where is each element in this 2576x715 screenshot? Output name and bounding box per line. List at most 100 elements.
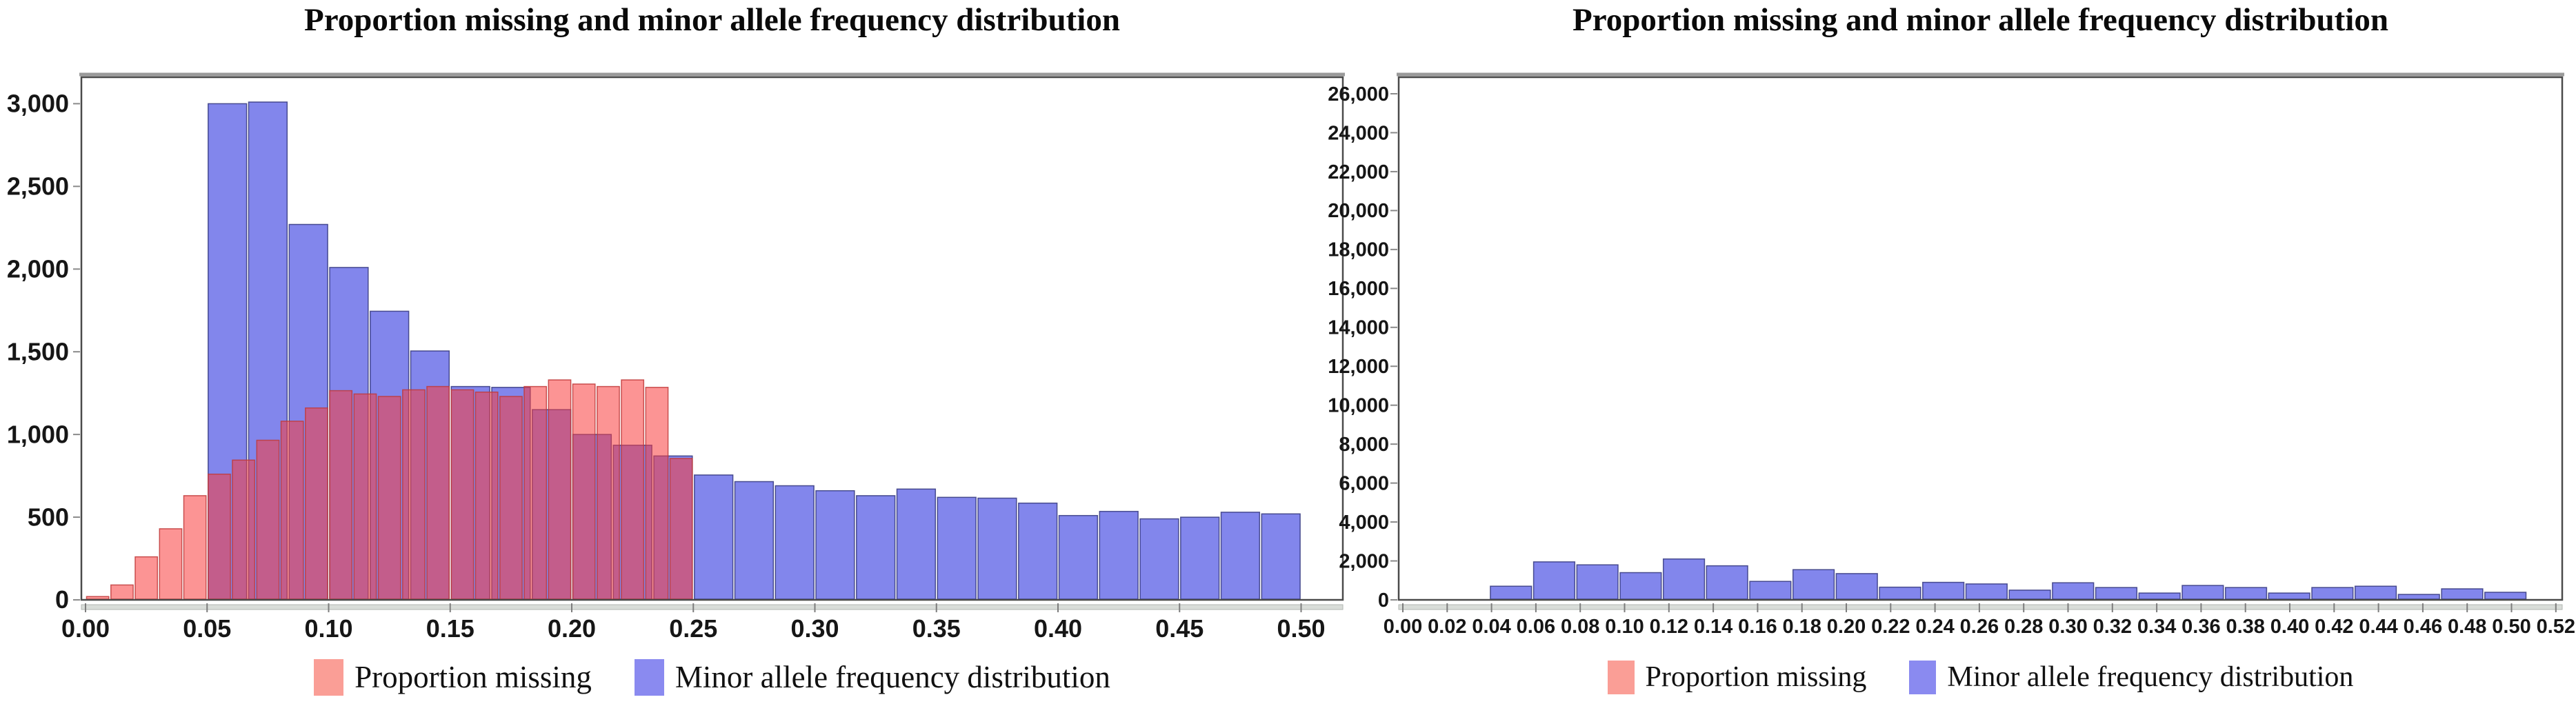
bar (621, 379, 645, 600)
bar-series-proportion-missing (86, 379, 693, 600)
bar (2268, 592, 2310, 600)
y-tick-label: 24,000 (1328, 122, 1389, 144)
y-tick-label: 10,000 (1328, 395, 1389, 417)
right-chart-legend: Proportion missing Minor allele frequenc… (1399, 649, 2562, 705)
bar (159, 528, 183, 600)
y-tick-label: 6,000 (1339, 472, 1389, 494)
x-tick-label: 0.50 (1277, 614, 1325, 643)
bar (1792, 569, 1835, 600)
bar (499, 396, 523, 600)
x-tick-label: 0.24 (1915, 616, 1954, 638)
y-tick-label: 0 (55, 585, 69, 614)
x-tick-label: 0.22 (1871, 616, 1910, 638)
blue-swatch-icon (634, 658, 664, 696)
bar (1706, 565, 1748, 600)
bar (1099, 510, 1139, 600)
x-tick-label: 0.30 (2048, 616, 2087, 638)
y-tick-label: 500 (28, 503, 69, 531)
x-tick-label: 0.15 (426, 614, 475, 643)
red-swatch-icon (314, 658, 344, 696)
bar-series-maf (1490, 558, 2527, 600)
y-tick-label: 16,000 (1328, 278, 1389, 300)
legend-item-maf-distribution: Minor allele frequency distribution (1909, 660, 2353, 694)
y-tick-label: 20,000 (1328, 200, 1389, 222)
bar (86, 596, 110, 600)
bar (2354, 585, 2397, 600)
bar (856, 495, 896, 600)
bar (775, 485, 815, 600)
bar (1965, 583, 2008, 600)
bar (2181, 585, 2224, 600)
y-tick-label: 4,000 (1339, 512, 1389, 534)
y-tick-label: 2,500 (7, 172, 69, 201)
bar (1220, 512, 1261, 600)
bar (110, 584, 134, 600)
x-tick-label: 0.18 (1782, 616, 1821, 638)
bar (475, 391, 499, 600)
x-tick-label: 0.10 (1605, 616, 1644, 638)
x-tick-label: 0.32 (2093, 616, 2132, 638)
y-tick-label: 1,500 (7, 337, 69, 365)
bar (896, 488, 937, 600)
bar (572, 383, 596, 600)
legend-item-proportion-missing: Proportion missing (314, 658, 592, 696)
bar (977, 497, 1017, 600)
bar (1922, 581, 1965, 600)
bar (523, 385, 548, 600)
right-chart-title: Proportion missing and minor allele freq… (1572, 2, 2388, 38)
x-tick-label: 0.45 (1155, 614, 1204, 643)
bar (669, 458, 693, 600)
bar (1018, 502, 1058, 600)
x-tick-label: 0.25 (669, 614, 717, 643)
bar (232, 459, 256, 600)
x-tick-label: 0.28 (2004, 616, 2043, 638)
x-tick-label: 0.20 (548, 614, 596, 643)
bar (2224, 587, 2268, 600)
x-tick-label: 0.52 (2537, 616, 2575, 638)
bar (937, 496, 977, 600)
y-tick-label: 22,000 (1328, 161, 1389, 183)
bar (1261, 513, 1301, 600)
bar (2311, 587, 2354, 600)
bar (2397, 594, 2440, 600)
bar (377, 396, 401, 600)
y-tick-label: 3,000 (7, 90, 69, 118)
blue-swatch-icon (1909, 660, 1937, 694)
bar (694, 474, 734, 600)
x-tick-label: 0.42 (2315, 616, 2353, 638)
x-tick-label: 0.00 (61, 614, 110, 643)
legend-label: Minor allele frequency distribution (675, 660, 1110, 694)
legend-label: Proportion missing (355, 660, 592, 694)
y-tick-label: 1,000 (7, 420, 69, 448)
y-tick-label: 8,000 (1339, 434, 1389, 456)
bar (305, 407, 328, 600)
bar (1749, 581, 1792, 600)
x-tick-label: 0.40 (1034, 614, 1082, 643)
x-tick-label: 0.02 (1428, 616, 1466, 638)
bar (450, 389, 475, 600)
bar (1058, 514, 1099, 600)
bar (734, 481, 775, 600)
bar (2008, 590, 2051, 600)
bar (1576, 564, 1619, 600)
bar (2484, 592, 2527, 600)
bar (1139, 518, 1179, 600)
x-tick-label: 0.08 (1561, 616, 1599, 638)
x-tick-label: 0.48 (2448, 616, 2486, 638)
x-tick-label: 0.10 (304, 614, 352, 643)
y-tick-label: 2,000 (1339, 550, 1389, 572)
x-tick-label: 0.16 (1738, 616, 1777, 638)
x-tick-label: 0.00 (1384, 616, 1422, 638)
bar (183, 495, 207, 600)
x-tick-label: 0.35 (912, 614, 961, 643)
bar (426, 385, 450, 600)
x-tick-label: 0.04 (1472, 616, 1510, 638)
bar (2138, 592, 2181, 600)
bar (256, 439, 280, 600)
legend-item-maf-distribution: Minor allele frequency distribution (634, 658, 1110, 696)
bar (1835, 573, 1878, 600)
y-tick-label: 12,000 (1328, 356, 1389, 378)
y-tick-label: 2,000 (7, 254, 69, 283)
